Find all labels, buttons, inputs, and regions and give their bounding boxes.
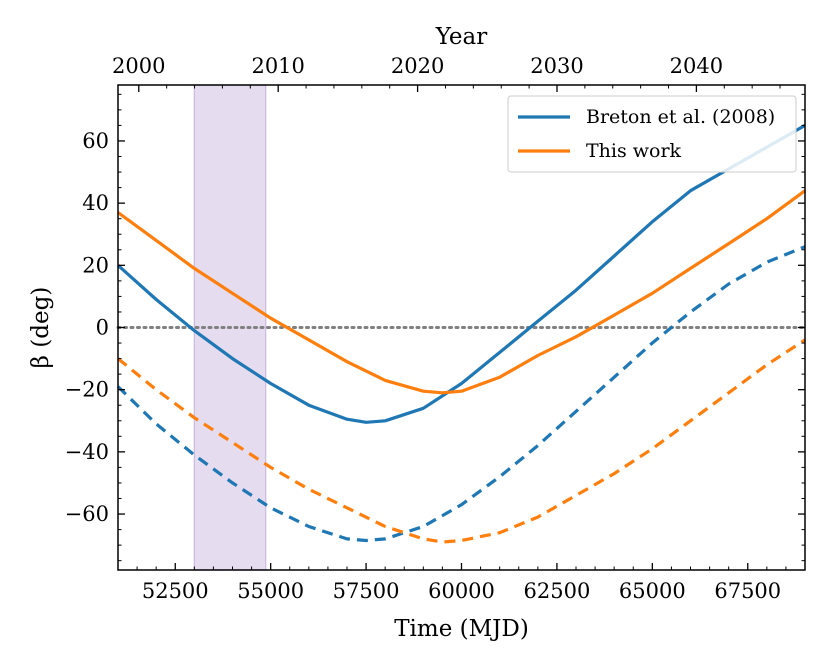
top-tick-label: 2010 xyxy=(251,54,304,78)
x-axis-title: Time (MJD) xyxy=(394,616,529,642)
top-axis-title: Year xyxy=(435,24,488,50)
x-tick-label: 55000 xyxy=(237,579,304,603)
y-tick-label: −40 xyxy=(65,440,109,464)
legend-label: This work xyxy=(586,140,682,162)
y-tick-label: 20 xyxy=(82,253,109,277)
top-tick-label: 2000 xyxy=(112,54,165,78)
top-tick-label: 2040 xyxy=(670,54,723,78)
y-tick-label: 40 xyxy=(82,191,109,215)
y-tick-label: 60 xyxy=(82,129,109,153)
top-tick-label: 2020 xyxy=(391,54,444,78)
x-tick-label: 62500 xyxy=(524,579,591,603)
x-tick-label: 67500 xyxy=(714,579,781,603)
plot-frame xyxy=(117,84,806,571)
y-tick-label: −20 xyxy=(65,378,109,402)
y-axis-title: β (deg) xyxy=(28,287,54,369)
y-tick-label: 0 xyxy=(96,316,109,340)
x-tick-label: 60000 xyxy=(428,579,495,603)
top-tick-label: 2030 xyxy=(530,54,583,78)
y-tick-label: −60 xyxy=(65,502,109,526)
series-line-1 xyxy=(116,124,806,424)
legend-box xyxy=(507,95,797,173)
x-tick-label: 52500 xyxy=(142,579,209,603)
x-tick-label: 57500 xyxy=(333,579,400,603)
series-line-4 xyxy=(116,338,806,544)
series-line-2 xyxy=(117,189,806,395)
series-line-3 xyxy=(116,245,806,543)
legend-label: Breton et al. (2008) xyxy=(586,106,775,128)
x-tick-label: 65000 xyxy=(619,579,686,603)
